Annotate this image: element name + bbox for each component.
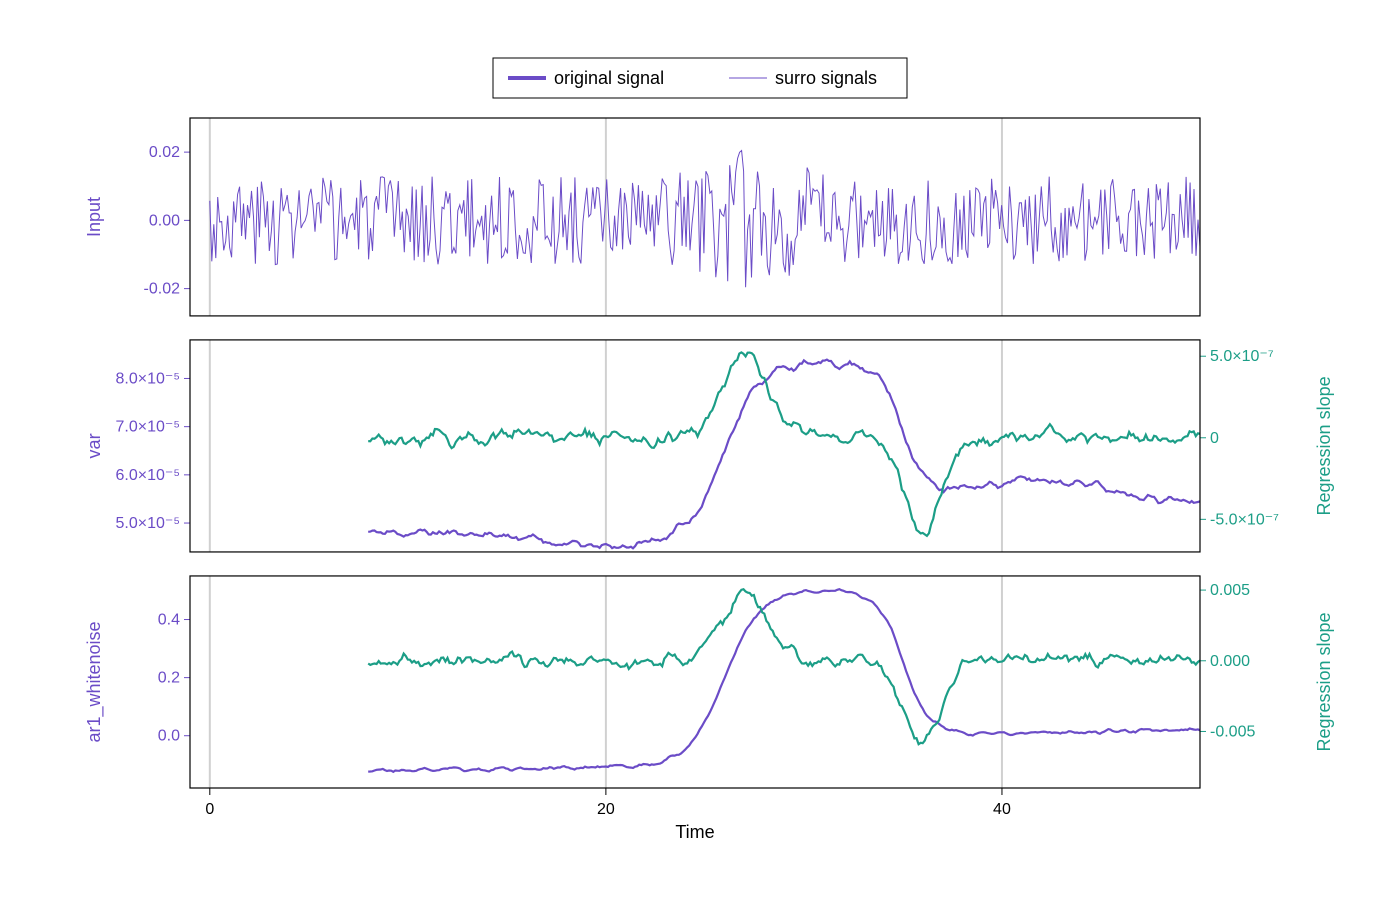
x-tick-label: 40: [993, 801, 1011, 818]
y-tick-label: 5.0×10⁻⁵: [116, 515, 180, 532]
y-tick-label: 8.0×10⁻⁵: [116, 370, 180, 387]
y-tick-label-right: -5.0×10⁻⁷: [1210, 511, 1279, 528]
y-tick-label: 0.2: [158, 669, 180, 686]
y-tick-label: 0.0: [158, 727, 180, 744]
y-tick-label-right: 5.0×10⁻⁷: [1210, 348, 1274, 365]
y-axis-label-right: Regression slope: [1314, 612, 1334, 751]
x-tick-label: 0: [205, 801, 214, 818]
y-tick-label-right: 0.005: [1210, 582, 1250, 599]
y-axis-label-left: Input: [84, 196, 104, 236]
y-tick-label: 0.4: [158, 611, 180, 628]
y-tick-label-right: 0.000: [1210, 652, 1250, 669]
y-tick-label: 0.02: [149, 144, 180, 161]
y-tick-label-right: -0.005: [1210, 723, 1255, 740]
y-axis-label-left: var: [84, 433, 104, 458]
y-tick-label-right: 0: [1210, 429, 1219, 446]
y-axis-label-right: Regression slope: [1314, 376, 1334, 515]
x-axis-label: Time: [675, 822, 714, 842]
chart-figure: original signalsurro signals-0.020.000.0…: [40, 48, 1360, 853]
y-tick-label: 6.0×10⁻⁵: [116, 466, 180, 483]
y-tick-label: 0.00: [149, 212, 180, 229]
y-tick-label: 7.0×10⁻⁵: [116, 418, 180, 435]
legend-label: surro signals: [775, 68, 877, 88]
y-axis-label-left: ar1_whitenoise: [84, 621, 105, 742]
legend-label: original signal: [554, 68, 664, 88]
x-tick-label: 20: [597, 801, 615, 818]
y-tick-label: -0.02: [144, 280, 181, 297]
